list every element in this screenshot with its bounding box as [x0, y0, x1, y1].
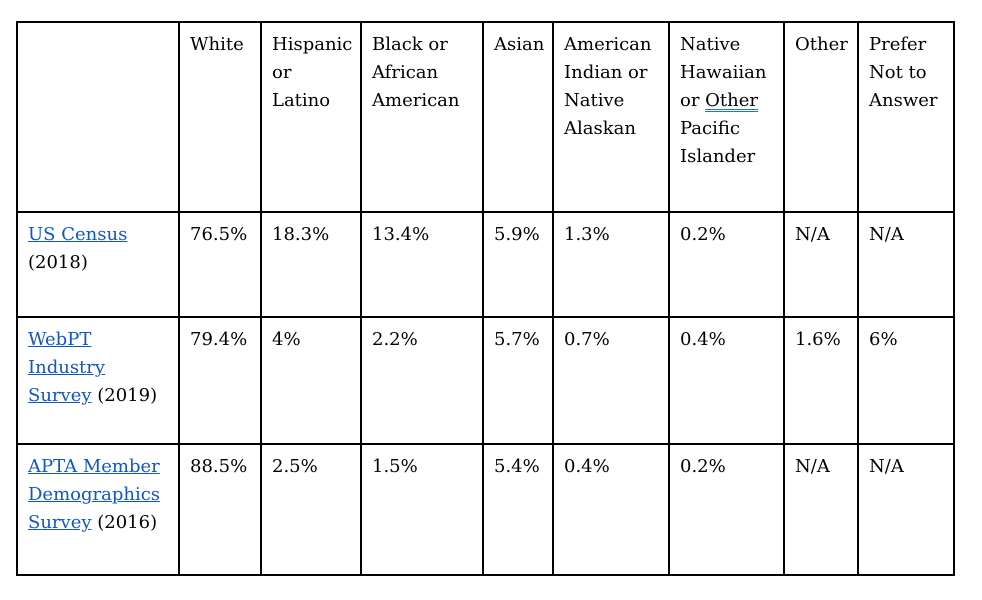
cell-apta-white: 88.5%: [178, 443, 262, 576]
header-asian: Asian: [482, 21, 554, 213]
row-label-webpt: WebPT Industry Survey (2019): [16, 316, 180, 445]
table-row-apta: APTA Member Demographics Survey (2016) 8…: [16, 443, 955, 576]
cell-webpt-black: 2.2%: [360, 316, 484, 445]
apta-survey-year: (2016): [91, 512, 158, 533]
header-black-african-american: Black or African American: [360, 21, 484, 213]
header-american-indian-native-alaskan: American Indian or Native Alaskan: [552, 21, 670, 213]
grammar-suggestion-other[interactable]: Other: [705, 90, 759, 111]
us-census-link[interactable]: US Census: [28, 224, 128, 245]
cell-us-census-white: 76.5%: [178, 211, 262, 318]
cell-us-census-hispanic: 18.3%: [260, 211, 362, 318]
cell-us-census-other: N/A: [783, 211, 859, 318]
table-body: US Census (2018) 76.5% 18.3% 13.4% 5.9% …: [16, 211, 955, 576]
header-row: White Hispanic or Latino Black or Africa…: [16, 21, 955, 213]
cell-us-census-native-hawaiian: 0.2%: [668, 211, 785, 318]
row-label-us-census: US Census (2018): [16, 211, 180, 318]
webpt-survey-year: (2019): [91, 385, 158, 406]
apta-survey-link[interactable]: APTA Member Demographics Survey: [28, 456, 161, 533]
cell-us-census-prefer-not: N/A: [857, 211, 955, 318]
table-header: White Hispanic or Latino Black or Africa…: [16, 21, 955, 213]
cell-webpt-prefer-not: 6%: [857, 316, 955, 445]
cell-apta-native-hawaiian: 0.2%: [668, 443, 785, 576]
cell-us-census-black: 13.4%: [360, 211, 484, 318]
table-row-us-census: US Census (2018) 76.5% 18.3% 13.4% 5.9% …: [16, 211, 955, 318]
table-row-webpt: WebPT Industry Survey (2019) 79.4% 4% 2.…: [16, 316, 955, 445]
cell-apta-black: 1.5%: [360, 443, 484, 576]
us-census-year: (2018): [28, 252, 88, 273]
cell-webpt-white: 79.4%: [178, 316, 262, 445]
header-prefer-not-to-answer: Prefer Not to Answer: [857, 21, 955, 213]
row-label-apta: APTA Member Demographics Survey (2016): [16, 443, 180, 576]
cell-webpt-native-hawaiian: 0.4%: [668, 316, 785, 445]
header-native-hawaiian-suffix: Pacific Islander: [680, 118, 756, 167]
header-native-hawaiian-pacific-islander: Native Hawaiian or Other Pacific Islande…: [668, 21, 785, 213]
demographics-table: White Hispanic or Latino Black or Africa…: [16, 21, 955, 576]
header-white: White: [178, 21, 262, 213]
cell-webpt-hispanic: 4%: [260, 316, 362, 445]
cell-apta-other: N/A: [783, 443, 859, 576]
webpt-survey-link[interactable]: WebPT Industry Survey: [28, 329, 106, 406]
header-other: Other: [783, 21, 859, 213]
cell-webpt-asian: 5.7%: [482, 316, 554, 445]
cell-apta-hispanic: 2.5%: [260, 443, 362, 576]
cell-us-census-american-indian: 1.3%: [552, 211, 670, 318]
cell-apta-american-indian: 0.4%: [552, 443, 670, 576]
header-native-hawaiian-prefix: Native Hawaiian or: [680, 34, 767, 111]
header-empty-cell: [16, 21, 180, 213]
cell-webpt-american-indian: 0.7%: [552, 316, 670, 445]
cell-us-census-asian: 5.9%: [482, 211, 554, 318]
cell-webpt-other: 1.6%: [783, 316, 859, 445]
cell-apta-prefer-not: N/A: [857, 443, 955, 576]
cell-apta-asian: 5.4%: [482, 443, 554, 576]
header-hispanic-latino: Hispanic or Latino: [260, 21, 362, 213]
